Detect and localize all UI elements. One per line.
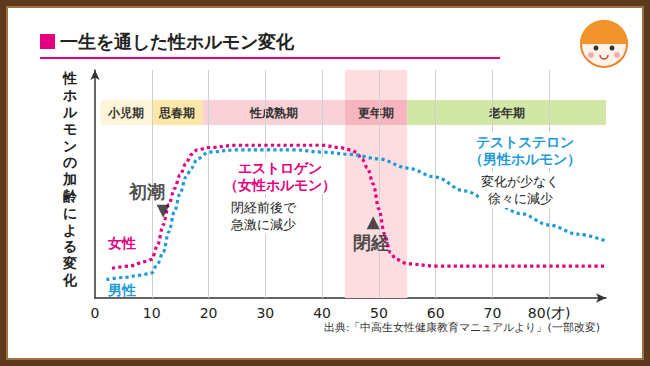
svg-text:変: 変 [62,255,77,271]
svg-text:テストステロン: テストステロン [476,134,574,150]
svg-text:80(才): 80(才) [528,305,571,321]
svg-text:（女性ホルモン）: （女性ホルモン） [224,177,336,193]
svg-text:50: 50 [370,305,388,321]
svg-text:エストロゲン: エストロゲン [238,160,322,176]
svg-text:モ: モ [63,121,77,137]
svg-text:小児期: 小児期 [107,106,144,120]
svg-text:化: 化 [62,272,78,288]
svg-text:ル: ル [62,104,78,120]
svg-text:に: に [63,205,77,221]
svg-text:ホ: ホ [62,87,77,103]
svg-text:一生を通した性ホルモン変化: 一生を通した性ホルモン変化 [60,31,295,52]
svg-text:40: 40 [313,305,331,321]
svg-text:0: 0 [91,305,100,321]
svg-text:性成熟期: 性成熟期 [249,106,298,120]
svg-text:男性: 男性 [107,282,136,298]
svg-text:思春期: 思春期 [158,106,195,120]
svg-text:加: 加 [62,171,77,187]
svg-text:出典:「中高生女性健康教育マニュアルより」(一部改変): 出典:「中高生女性健康教育マニュアルより」(一部改変) [324,321,600,334]
svg-text:（男性ホルモン）: （男性ホルモン） [469,151,581,167]
svg-text:齢: 齢 [63,188,78,204]
svg-text:30: 30 [256,305,274,321]
svg-text:急激に減少: 急激に減少 [230,217,296,232]
svg-text:更年期: 更年期 [358,106,394,120]
svg-text:ン: ン [63,138,77,154]
svg-text:閉経: 閉経 [353,232,390,253]
svg-text:の: の [63,154,77,170]
svg-text:女性: 女性 [107,235,136,251]
svg-text:性: 性 [62,70,77,86]
svg-text:徐々に減少: 徐々に減少 [488,191,553,206]
svg-text:閉経前後で: 閉経前後で [231,200,297,215]
svg-text:10: 10 [143,305,161,321]
svg-text:る: る [63,238,77,254]
svg-text:変化が少なく: 変化が少なく [481,174,559,189]
svg-text:初潮: 初潮 [128,181,165,202]
svg-text:20: 20 [200,305,218,321]
svg-text:よ: よ [63,222,77,238]
svg-text:60: 60 [427,305,445,321]
svg-text:70: 70 [484,305,502,321]
svg-text:老年期: 老年期 [488,106,525,120]
